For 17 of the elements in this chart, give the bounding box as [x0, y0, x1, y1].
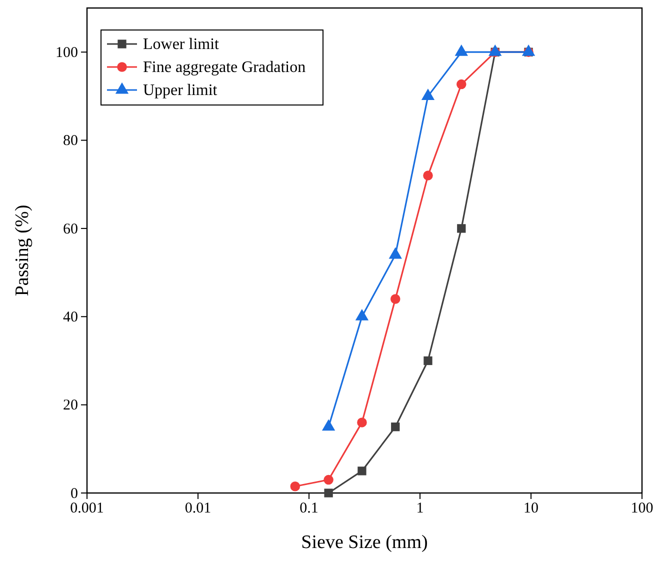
- x-tick-label: 0.001: [70, 500, 104, 517]
- y-tick-label: 100: [56, 44, 78, 61]
- x-axis-title: Sieve Size (mm): [301, 532, 428, 553]
- legend-label: Lower limit: [143, 36, 220, 53]
- y-axis-title: Passing (%): [12, 204, 33, 296]
- x-tick-label: 0.01: [184, 500, 212, 517]
- y-tick-label: 40: [63, 309, 78, 326]
- y-tick-label: 20: [63, 398, 78, 414]
- x-tick-label: 100: [630, 500, 654, 517]
- legend-label: Upper limit: [143, 82, 218, 99]
- legend-label: Fine aggregate Gradation: [143, 59, 306, 76]
- x-tick-label: 10: [524, 500, 538, 517]
- x-tick-label: 0.1: [300, 500, 318, 517]
- y-tick-label: 80: [63, 133, 78, 150]
- y-tick-label: 0: [70, 486, 78, 502]
- x-tick-label: 1: [416, 500, 424, 517]
- y-tick-label: 60: [63, 221, 78, 238]
